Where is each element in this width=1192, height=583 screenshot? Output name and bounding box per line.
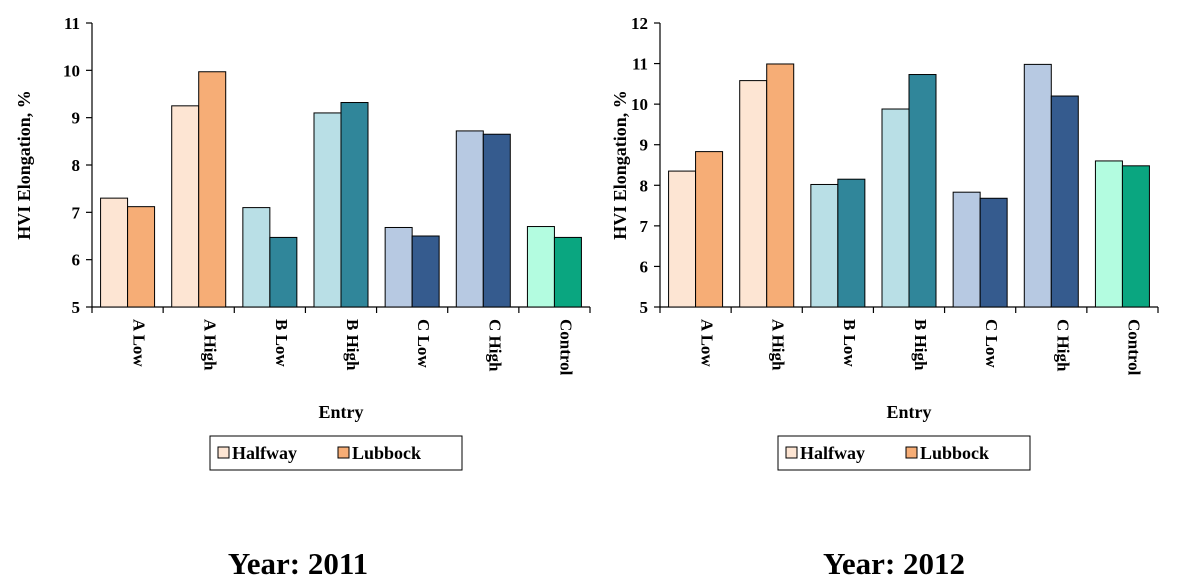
bar-lubbock-b-high [340, 102, 369, 308]
y-axis-label: HVI Elongation, % [14, 90, 34, 240]
bar-halfway-c-low [952, 191, 981, 308]
x-axis-label: Entry [319, 402, 364, 422]
bar-lubbock-a-low [695, 151, 724, 308]
bar-halfway-b-low [242, 207, 271, 308]
y-tick-label: 9 [640, 136, 649, 155]
bar-lubbock-control [553, 236, 582, 308]
x-tick-label: A Low [698, 319, 717, 367]
bar-halfway-c-high [1023, 63, 1052, 308]
legend-box [209, 435, 463, 471]
bar-lubbock-a-high [198, 71, 227, 308]
y-tick-label: 11 [64, 14, 80, 33]
x-tick-label: A High [769, 319, 788, 371]
bar-halfway-a-high [739, 80, 768, 308]
y-tick-label: 5 [72, 298, 81, 317]
legend-swatch-halfway [217, 446, 230, 459]
bar-halfway-c-low [384, 226, 413, 308]
x-axis-label: Entry [887, 402, 932, 422]
chart-caption-2012: Year: 2012 [822, 546, 966, 581]
bar-lubbock-b-low [269, 236, 298, 308]
x-tick-label: C High [1053, 319, 1072, 372]
legend-swatch-lubbock [337, 446, 350, 459]
y-tick-label: 11 [632, 55, 648, 74]
bar-halfway-a-low [668, 170, 697, 308]
legend-label-lubbock: Lubbock [352, 443, 421, 463]
y-axis-label: HVI Elongation, % [610, 90, 630, 240]
bar-lubbock-b-high [908, 74, 937, 308]
bar-halfway-control [1094, 160, 1123, 308]
chart-caption-2011: Year: 2011 [227, 546, 369, 581]
y-tick-label: 12 [631, 14, 648, 33]
legend-label-halfway: Halfway [800, 443, 865, 463]
chart-panel-2012: 5 6 7 8 9 10 11 12 A Low A High B Low B High C Low C … [596, 0, 1192, 583]
bar-halfway-b-low [810, 183, 839, 308]
bar-chart-2011: 5 6 7 8 9 10 11 A Low A High B Low B High C Low C Hi… [14, 14, 591, 471]
x-tick-label: A Low [130, 319, 149, 367]
x-tick-label: B High [911, 319, 930, 371]
bar-halfway-b-high [313, 112, 342, 308]
bar-lubbock-b-low [837, 178, 866, 308]
y-tick-label: 8 [640, 176, 649, 195]
bar-halfway-c-high [455, 130, 484, 308]
y-tick-label: 9 [72, 109, 81, 128]
y-tick-label: 5 [640, 298, 649, 317]
bar-lubbock-c-low [979, 197, 1008, 308]
legend-box [777, 435, 1031, 471]
x-tick-label: A High [201, 319, 220, 371]
x-tick-label: B High [343, 319, 362, 371]
legend-swatch-halfway [785, 446, 798, 459]
bar-lubbock-control [1121, 165, 1150, 308]
y-tick-label: 6 [72, 251, 81, 270]
bar-halfway-b-high [881, 108, 910, 308]
bar-halfway-control [526, 226, 555, 308]
y-tick-label: 10 [63, 61, 80, 80]
legend: Halfway Lubbock [209, 435, 463, 471]
legend: Halfway Lubbock [777, 435, 1031, 471]
x-tick-label: C Low [982, 319, 1001, 368]
bar-lubbock-c-high [482, 133, 511, 308]
legend-label-lubbock: Lubbock [920, 443, 989, 463]
y-tick-label: 7 [72, 203, 81, 222]
bar-lubbock-c-low [411, 235, 440, 308]
x-tick-label: B Low [840, 319, 859, 367]
bar-lubbock-a-high [766, 63, 795, 308]
legend-swatch-lubbock [905, 446, 918, 459]
x-tick-label: B Low [272, 319, 291, 367]
bar-chart-2012: 5 6 7 8 9 10 11 12 A Low A High B Low B High C Low C … [610, 14, 1159, 471]
y-tick-label: 10 [631, 95, 648, 114]
x-tick-label: Control [1124, 319, 1143, 376]
y-tick-label: 8 [72, 156, 81, 175]
y-tick-label: 6 [640, 257, 649, 276]
legend-label-halfway: Halfway [232, 443, 297, 463]
bar-lubbock-a-low [127, 206, 156, 308]
bar-halfway-a-low [100, 197, 129, 308]
bar-halfway-a-high [171, 105, 200, 308]
chart-panel-2011: 5 6 7 8 9 10 11 A Low A High B Low B High C Low C Hi… [14, 14, 591, 581]
x-tick-label: C Low [414, 319, 433, 368]
y-tick-label: 7 [640, 217, 649, 236]
x-tick-label: Control [556, 319, 575, 376]
x-tick-label: C High [485, 319, 504, 372]
bar-lubbock-c-high [1050, 95, 1079, 308]
